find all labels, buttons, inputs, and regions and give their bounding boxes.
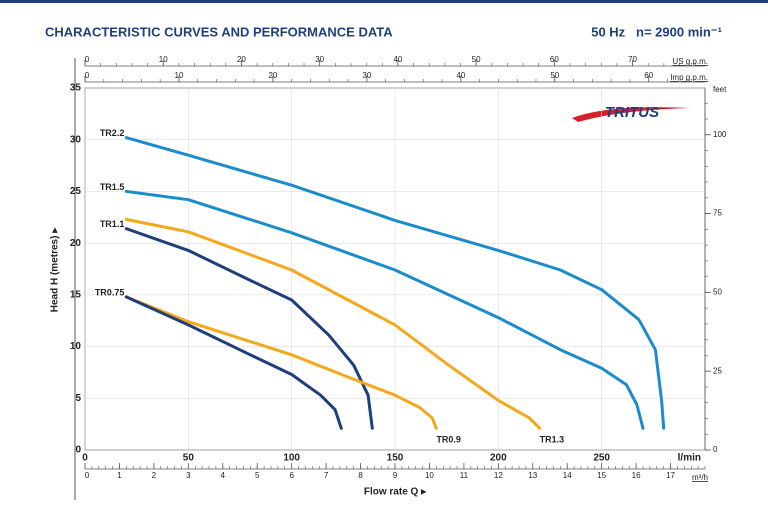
us-axis-tick-label: 10 xyxy=(159,55,168,64)
feet-tick-label: 50 xyxy=(713,287,722,296)
m3h-axis-tick-label: 2 xyxy=(152,471,157,480)
series-label: TR1.3 xyxy=(540,435,565,445)
x-tick-label: 150 xyxy=(387,453,404,464)
y-tick-label: 30 xyxy=(70,134,82,145)
imp-axis-tick-label: 0 xyxy=(85,71,90,80)
series-line xyxy=(124,136,666,430)
m3h-axis-tick-label: 3 xyxy=(186,471,191,480)
feet-tick-label: 75 xyxy=(713,209,722,218)
m3h-axis-unit: m³/h xyxy=(692,473,708,482)
series-label: TR1.5 xyxy=(100,182,125,192)
m3h-axis-tick-label: 10 xyxy=(425,471,434,480)
y-tick-label: 25 xyxy=(70,186,82,197)
m3h-axis-tick-label: 14 xyxy=(563,471,572,480)
m3h-axis-tick-label: 11 xyxy=(460,471,469,480)
imp-axis-tick-label: 10 xyxy=(175,71,184,80)
m3h-axis-tick-label: 16 xyxy=(632,471,641,480)
us-axis-tick-label: 40 xyxy=(393,55,402,64)
imp-axis-tick-label: 30 xyxy=(362,71,371,80)
x-tick-label: 200 xyxy=(490,453,507,464)
imp-axis-unit: Imp g.p.m. xyxy=(670,73,708,82)
us-axis-tick-label: 0 xyxy=(85,55,90,64)
x-tick-label: 0 xyxy=(82,453,88,464)
y-tick-label: 0 xyxy=(75,445,81,456)
series-line xyxy=(124,189,645,430)
series-label: TR1.1 xyxy=(100,219,125,229)
m3h-axis-tick-label: 6 xyxy=(289,471,294,480)
m3h-axis-tick-label: 12 xyxy=(494,471,503,480)
imp-axis-tick-label: 20 xyxy=(268,71,277,80)
us-axis-tick-label: 60 xyxy=(550,55,559,64)
feet-tick-label: 100 xyxy=(713,130,727,139)
imp-axis-tick-label: 60 xyxy=(644,71,653,80)
y-tick-label: 35 xyxy=(70,83,82,94)
imp-axis-tick-label: 50 xyxy=(550,71,559,80)
m3h-axis-tick-label: 7 xyxy=(324,471,329,480)
series-line xyxy=(124,217,542,430)
us-axis-tick-label: 50 xyxy=(472,55,481,64)
imp-axis-tick-label: 40 xyxy=(456,71,465,80)
series-line xyxy=(124,227,374,430)
m3h-axis-tick-label: 13 xyxy=(528,471,537,480)
y-tick-label: 5 xyxy=(75,393,81,404)
x-tick-label: 50 xyxy=(183,453,195,464)
m3h-axis-tick-label: 15 xyxy=(597,471,606,480)
us-axis-unit: US g.p.m. xyxy=(672,57,708,66)
x-tick-label: 250 xyxy=(593,453,610,464)
m3h-axis-tick-label: 5 xyxy=(255,471,260,480)
y-tick-label: 20 xyxy=(70,238,82,249)
chart-subtitle: 50 Hz n= 2900 min⁻¹ xyxy=(591,24,722,39)
us-axis-tick-label: 20 xyxy=(237,55,246,64)
m3h-axis-tick-label: 8 xyxy=(358,471,363,480)
logo: TRITUS xyxy=(605,104,659,121)
y-tick-label: 15 xyxy=(70,289,82,300)
x-unit-label: l/min xyxy=(678,453,701,464)
feet-unit: feet xyxy=(713,85,727,94)
us-axis-tick-label: 30 xyxy=(315,55,324,64)
y-axis-label: Head H (metres) ▸ xyxy=(50,227,61,312)
m3h-axis-tick-label: 0 xyxy=(85,471,90,480)
series-label: TR0.75 xyxy=(95,287,125,297)
m3h-axis-tick-label: 1 xyxy=(117,471,122,480)
series-label: TR0.9 xyxy=(436,435,461,445)
m3h-axis-tick-label: 4 xyxy=(221,471,226,480)
y-tick-label: 10 xyxy=(70,341,82,352)
feet-tick-label: 25 xyxy=(713,366,722,375)
series-line xyxy=(124,295,438,430)
series-line xyxy=(124,295,343,430)
m3h-axis-tick-label: 9 xyxy=(393,471,398,480)
series-label: TR2.2 xyxy=(100,128,125,138)
us-axis-tick-label: 70 xyxy=(628,55,637,64)
chart-title: CHARACTERISTIC CURVES AND PERFORMANCE DA… xyxy=(45,24,393,39)
x-tick-label: 100 xyxy=(283,453,300,464)
x-axis-label: Flow rate Q ▸ xyxy=(364,487,427,498)
top-bar xyxy=(0,0,768,3)
m3h-axis-tick-label: 17 xyxy=(666,471,675,480)
feet-tick-label: 0 xyxy=(713,445,718,454)
